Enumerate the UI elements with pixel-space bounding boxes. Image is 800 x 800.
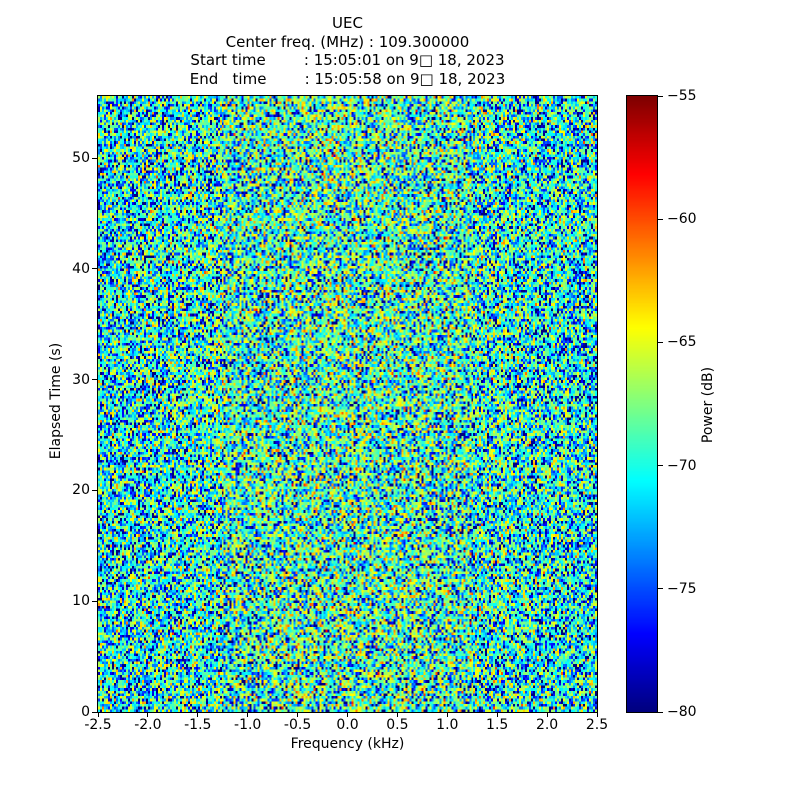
- x-tick: [496, 713, 498, 717]
- colorbar-tick-label: −55: [667, 88, 697, 104]
- x-tick: [97, 713, 99, 717]
- title-block: UEC Center freq. (MHz) : 109.300000 Star…: [98, 14, 597, 89]
- plot-area: [97, 95, 598, 713]
- x-tick-label: -2.0: [134, 717, 162, 733]
- y-tick-label: 10: [72, 593, 90, 610]
- y-tick: [92, 268, 97, 270]
- y-tick-label: 40: [72, 260, 90, 277]
- y-tick-label: 50: [72, 150, 90, 167]
- x-tick-label: -1.5: [184, 717, 212, 733]
- y-tick-label: 20: [72, 482, 90, 499]
- subtitle-start-time: Start time : 15:05:01 on 9□ 18, 2023: [190, 51, 505, 70]
- y-tick-label: 30: [72, 371, 90, 388]
- colorbar-canvas: [627, 96, 657, 712]
- y-axis-label: Elapsed Time (s): [48, 342, 64, 460]
- y-tick: [92, 711, 97, 713]
- colorbar-tick-label: −65: [667, 334, 697, 351]
- colorbar-tick-label: −80: [667, 704, 697, 720]
- x-tick: [596, 713, 598, 717]
- subtitle-center-freq: Center freq. (MHz) : 109.300000: [225, 32, 470, 51]
- x-tick: [396, 713, 398, 717]
- x-tick-label: -2.5: [84, 717, 112, 733]
- plot-title: UEC: [332, 14, 363, 32]
- y-tick-label: 0: [81, 704, 90, 720]
- colorbar-tick-label: −75: [667, 580, 697, 597]
- x-tick: [446, 713, 448, 717]
- x-tick-label: -0.5: [283, 717, 312, 733]
- x-tick-label: -1.0: [234, 717, 262, 733]
- x-tick: [247, 713, 249, 717]
- x-axis-label: Frequency (kHz): [290, 736, 405, 752]
- colorbar-label: Power (dB): [700, 366, 716, 444]
- colorbar-tick-label: −60: [667, 211, 697, 228]
- colorbar-tick-label: −70: [667, 457, 697, 474]
- x-tick: [347, 713, 348, 717]
- x-tick-label: 2.0: [535, 717, 559, 733]
- x-tick-label: 1.0: [436, 717, 459, 733]
- x-tick: [147, 713, 149, 717]
- y-tick: [92, 379, 97, 381]
- y-tick: [92, 489, 97, 491]
- y-tick: [92, 157, 97, 159]
- colorbar-tick: [658, 341, 663, 343]
- colorbar-tick: [658, 711, 663, 713]
- x-tick: [297, 713, 299, 717]
- colorbar-tick: [658, 465, 663, 467]
- x-tick-label: 2.5: [585, 717, 609, 733]
- colorbar-tick: [658, 218, 663, 220]
- x-tick-label: 0.0: [336, 717, 359, 733]
- y-tick: [92, 600, 97, 602]
- colorbar: [626, 95, 658, 713]
- subtitle-end-time: End time : 15:05:58 on 9□ 18, 2023: [189, 70, 506, 89]
- x-tick: [546, 713, 548, 717]
- colorbar-tick: [658, 95, 663, 97]
- x-tick-label: 1.5: [486, 717, 509, 733]
- x-tick: [197, 713, 199, 717]
- x-tick-label: 0.5: [386, 717, 409, 733]
- colorbar-tick: [658, 588, 663, 590]
- spectrogram-canvas: [98, 96, 597, 712]
